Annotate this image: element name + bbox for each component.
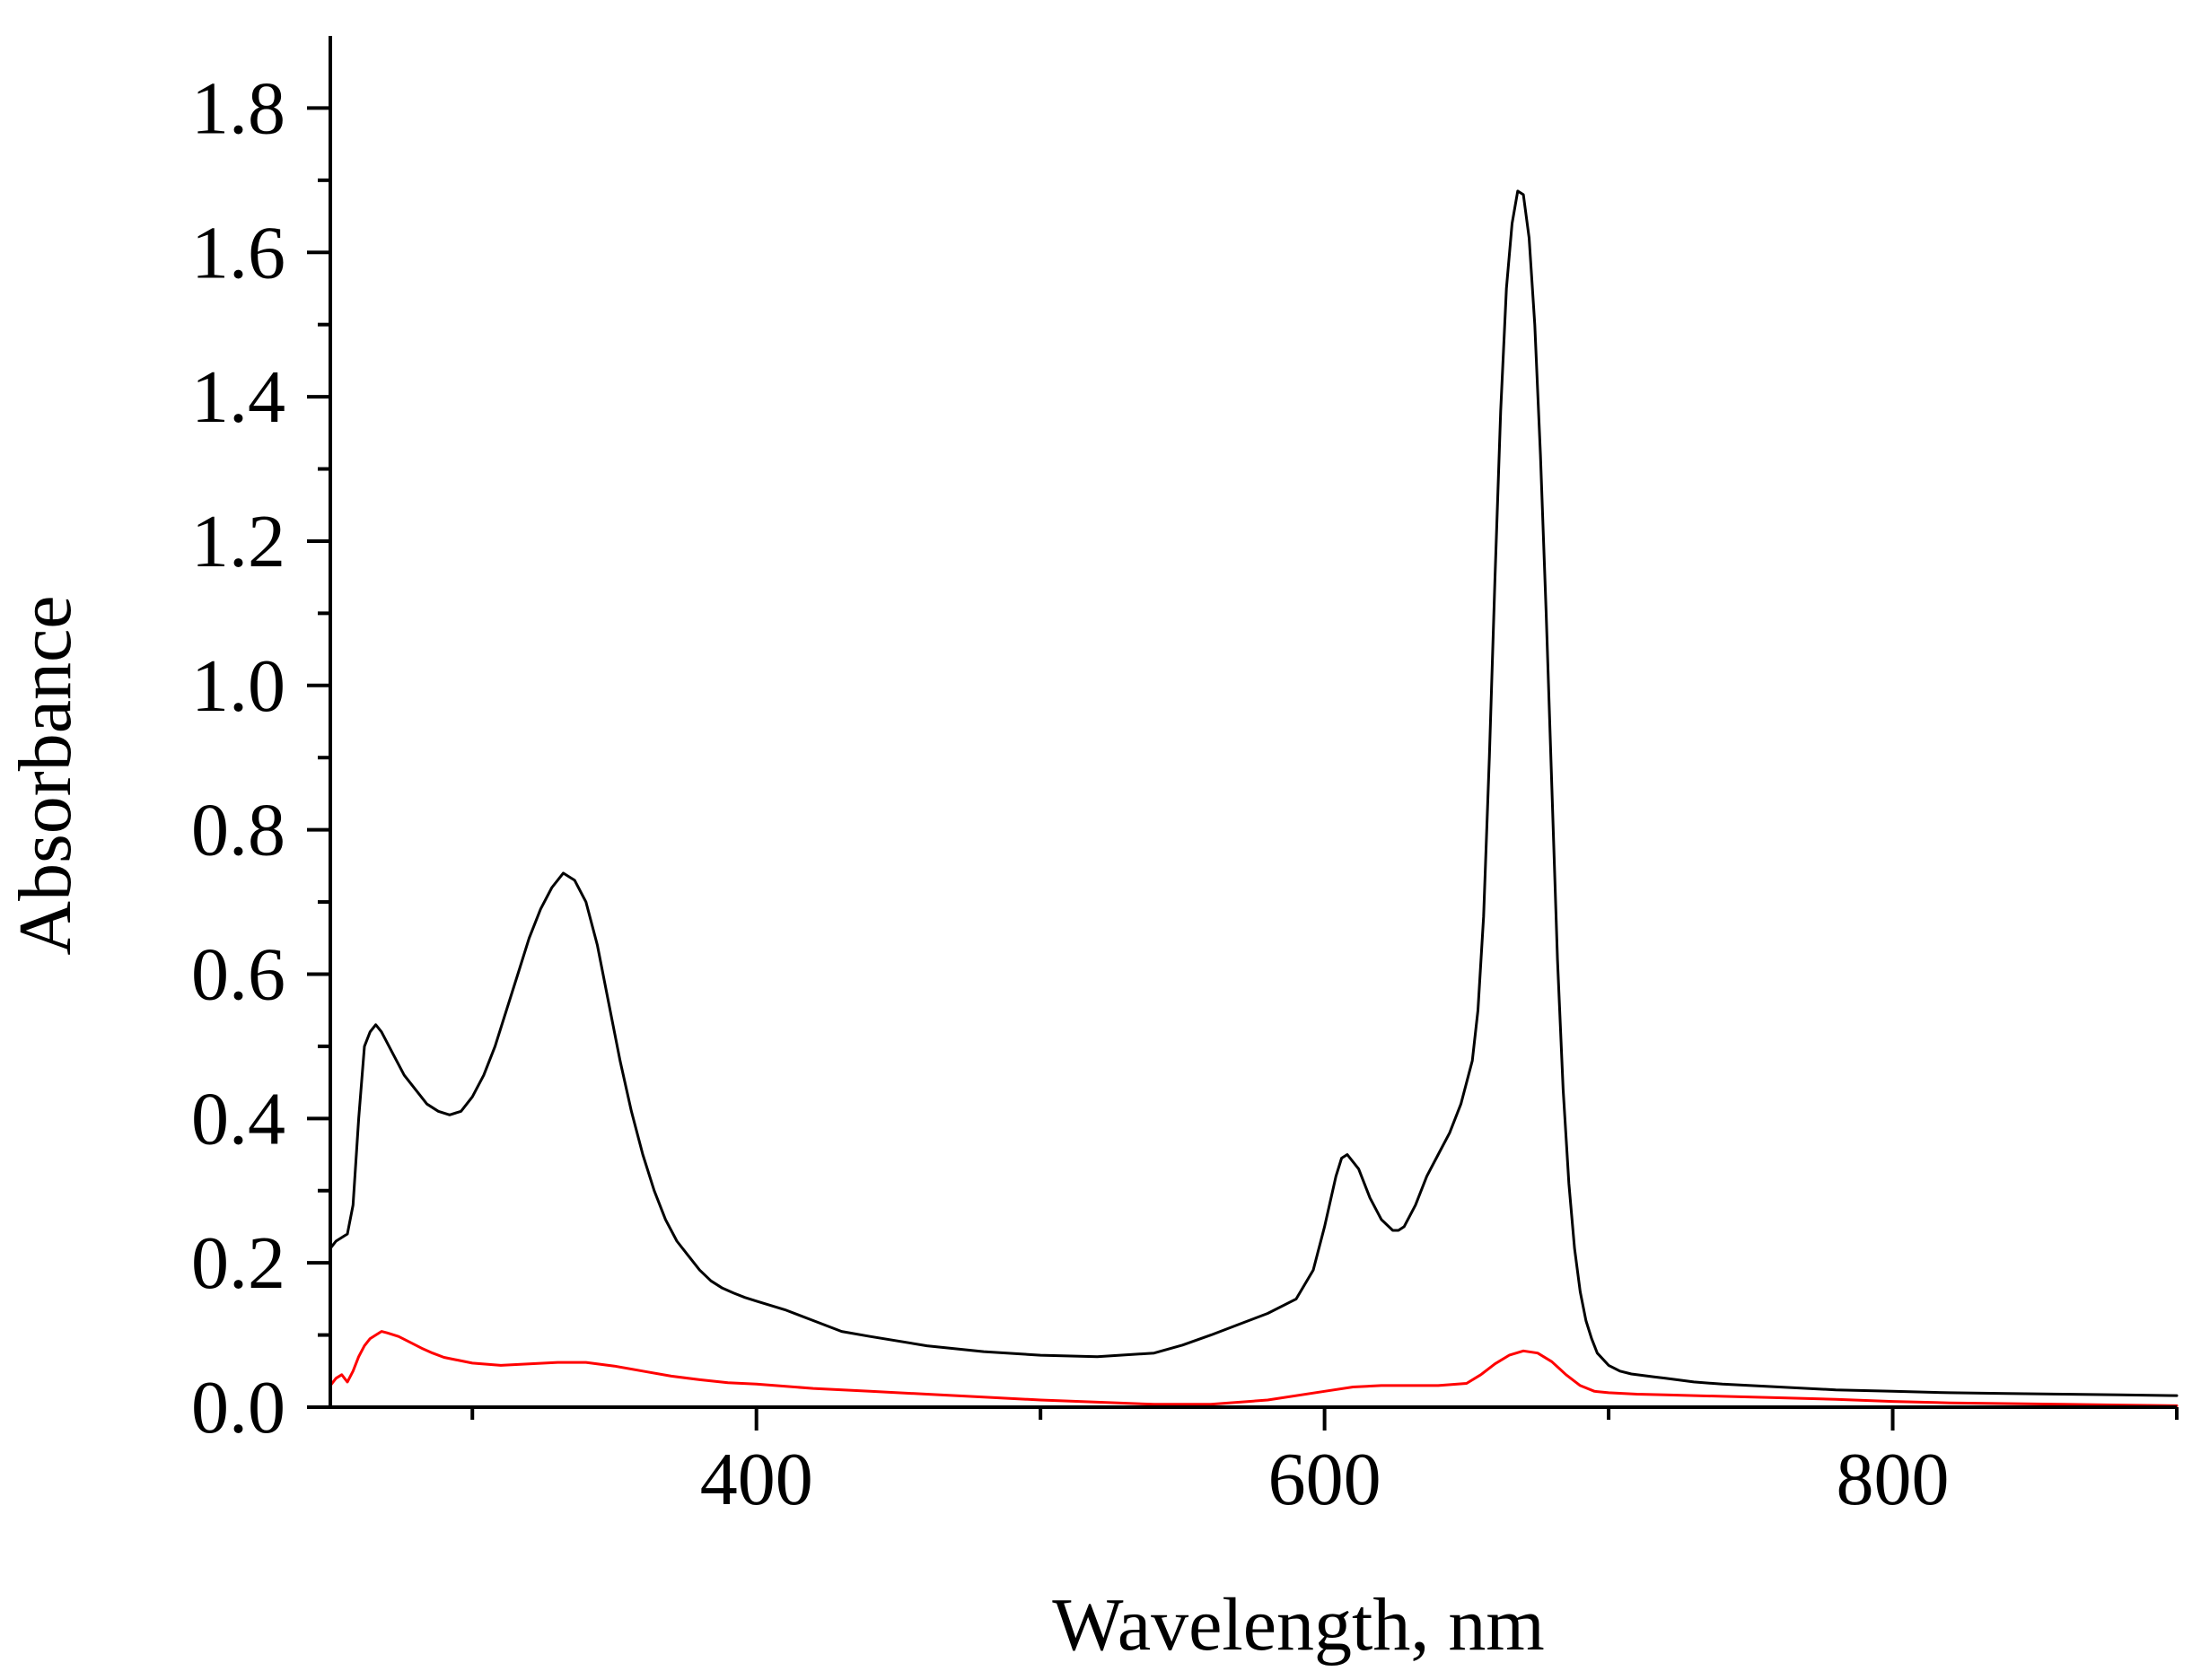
x-tick-label: 800 [1837,1438,1950,1521]
y-ticks: 0.0 0.2 0.4 0.6 0.8 1.0 1.2 1.4 1.6 1.8 [191,66,330,1449]
y-tick-label: 1.2 [191,500,285,583]
y-axis-title: Absorbance [4,595,87,955]
series-line-1 [329,189,2179,1397]
y-tick-label: 1.6 [191,211,285,294]
series-layer [329,189,2179,1407]
series-line-2 [329,1330,2179,1407]
y-tick-label: 0.6 [191,932,285,1016]
x-axis-title: Wavelength, nm [1052,1583,1544,1667]
x-ticks: 400 600 800 [470,1407,2179,1521]
y-tick-label: 0.0 [191,1366,285,1449]
axes-layer [329,36,2177,1409]
y-tick-label: 0.4 [191,1077,285,1160]
x-tick-label: 600 [1268,1438,1381,1521]
y-tick-label: 1.4 [191,355,285,439]
y-tick-label: 1.8 [191,66,285,150]
y-tick-label: 0.8 [191,789,285,872]
x-tick-label: 400 [700,1438,813,1521]
y-tick-label: 1.0 [191,644,285,728]
y-tick-label: 0.2 [191,1221,285,1305]
